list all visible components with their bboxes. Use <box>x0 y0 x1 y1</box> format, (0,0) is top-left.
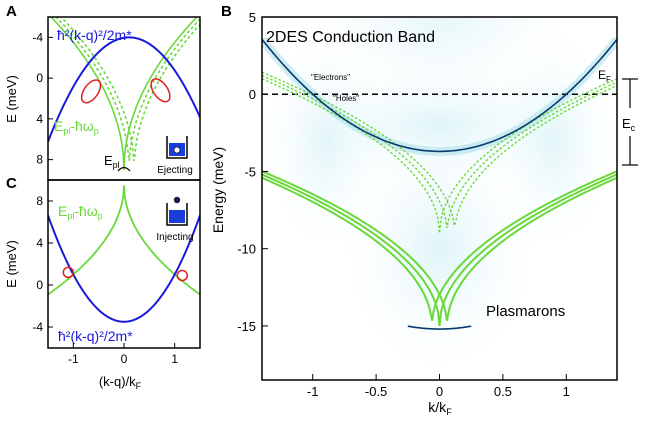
panel-b-ec-bracket <box>622 78 638 166</box>
panel-c-ylabel: E (meV) <box>4 240 19 288</box>
panel-b-plasmaron-branch <box>262 173 617 327</box>
panel-a-letter: A <box>6 3 17 20</box>
panel-a-plasmon-branch <box>49 17 199 170</box>
panel-c-ytick-label: 4 <box>36 236 43 250</box>
panel-b-plasmarons-label: Plasmarons <box>486 303 565 320</box>
panel-a-plasmon-curves <box>49 17 200 170</box>
panel-c-ytick-label: 8 <box>36 194 43 208</box>
panel-c-frame <box>47 179 201 349</box>
panel-c-parabola-label: ħ²(k-q)²/2m* <box>58 328 133 344</box>
panel-b-ytick-label: -15 <box>237 319 256 334</box>
panel-c-crossing-circles <box>62 266 189 282</box>
panel-c-ytick-label: -4 <box>32 320 43 334</box>
panel-b-y-ticks: 5 0 -5 -10 -15 <box>237 10 268 334</box>
panel-b-ef-label: EF <box>598 68 611 84</box>
panel-c-y-ticks: 8 4 0 -4 <box>32 194 53 334</box>
panel-a-y-ticks: -4 0 4 8 <box>32 30 53 167</box>
panel-b-plasmaron-branch <box>262 170 617 321</box>
panel-c-x-ticks: -1 0 1 <box>68 343 178 366</box>
panel-b-plasmon-dashed-branch <box>262 71 617 226</box>
panel-b-spectral-glow <box>262 17 617 380</box>
panel-a-ytick-label: 8 <box>36 153 43 167</box>
panel-c: C 8 4 0 -4 -1 0 1 E (meV) (k-q)/kF ħ²(k-q)²/2… <box>4 175 201 391</box>
panel-b-plasmaron-branches <box>262 170 617 327</box>
panel-a-epl-label: Epl <box>104 153 120 170</box>
panel-a-ytick-label: -4 <box>32 30 43 44</box>
panel-a-plasmon-branch <box>60 17 200 161</box>
panel-a-crossing-circle <box>80 79 102 104</box>
panel-b-xtick-label: -0.5 <box>365 384 387 399</box>
panel-a-parabola <box>48 36 200 143</box>
panel-b-electrons-label: "Electrons" <box>311 73 350 82</box>
panel-b-plasmon-dashed-branch <box>262 74 617 229</box>
panel-b-xtick-label: -1 <box>307 384 319 399</box>
panel-c-xtick-label: -1 <box>68 352 79 366</box>
panel-a-plasmon-branch <box>54 17 200 161</box>
panel-b-xtick-label: 1 <box>563 384 570 399</box>
panel-b-ytick-label: -10 <box>237 242 256 257</box>
panel-a-crossing-circle <box>150 78 171 103</box>
panel-a-ytick-label: 4 <box>36 112 43 126</box>
panel-c-xtick-label: 1 <box>171 352 178 366</box>
panel-a-parabola-label: ħ²(k-q)²/2m* <box>57 27 132 43</box>
panel-b-title: 2DES Conduction Band <box>266 29 435 46</box>
panel-b-plasmaron-band <box>407 325 472 330</box>
panel-b-xtick-label: 0 <box>436 384 443 399</box>
panel-b-xlabel: k/kF <box>428 399 452 417</box>
panel-b-ylabel: Energy (meV) <box>210 147 226 233</box>
panel-b: B 5 0 -5 -10 -15 -1 -0.5 0 0.5 1 Energy (meV) k/… <box>210 3 638 417</box>
panel-a: A -4 0 4 8 E (meV) ħ²(k-q)²/2m* Epl-ħωp Epl… <box>4 3 201 181</box>
panel-c-xlabel: (k-q)/kF <box>99 374 142 391</box>
panel-c-crossing-circle <box>62 266 75 279</box>
panel-b-x-ticks: -1 -0.5 0 0.5 1 <box>307 374 570 399</box>
panel-b-ytick-label: 5 <box>249 10 256 25</box>
panel-b-xtick-label: 0.5 <box>494 384 512 399</box>
panel-c-crossing-circle <box>176 269 189 282</box>
panel-c-injecting-inset <box>166 196 188 226</box>
panel-a-epl-cusp <box>117 166 131 172</box>
panel-c-plasmon-label: Epl-ħωp <box>58 203 103 221</box>
panel-a-inset-label: Ejecting <box>157 165 193 176</box>
panel-b-ytick-label: -5 <box>244 164 256 179</box>
panel-b-holes-label: "Holes" <box>333 94 359 103</box>
panel-a-ejecting-inset <box>166 136 188 159</box>
panel-c-xtick-label: 0 <box>121 352 128 366</box>
panel-b-ec-label: Ec <box>622 116 636 133</box>
panel-a-plasmon-label: Epl-ħωp <box>54 118 99 136</box>
panel-a-ylabel: E (meV) <box>4 75 19 123</box>
panel-b-plasmon-dashed <box>262 71 617 234</box>
panel-c-letter: C <box>6 175 17 192</box>
panel-b-glow-blob <box>269 55 610 196</box>
panel-a-ytick-label: 0 <box>36 71 43 85</box>
panel-c-inset-label: Injecting <box>156 232 193 243</box>
panel-b-conduction-band <box>262 38 617 153</box>
panel-c-ytick-label: 0 <box>36 278 43 292</box>
panel-b-ytick-label: 0 <box>249 87 256 102</box>
panel-b-letter: B <box>221 3 232 20</box>
panel-a-crossing-circles <box>80 78 171 104</box>
